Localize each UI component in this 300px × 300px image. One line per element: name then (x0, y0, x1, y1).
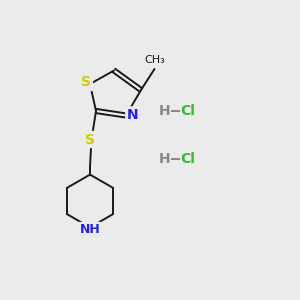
Text: S: S (81, 76, 92, 89)
Text: Cl: Cl (180, 152, 195, 166)
Text: H: H (159, 152, 170, 166)
Text: S: S (85, 133, 95, 146)
Text: CH₃: CH₃ (144, 56, 165, 65)
Text: NH: NH (80, 223, 100, 236)
Text: N: N (127, 108, 138, 122)
Text: Cl: Cl (180, 104, 195, 118)
Text: H: H (159, 104, 170, 118)
